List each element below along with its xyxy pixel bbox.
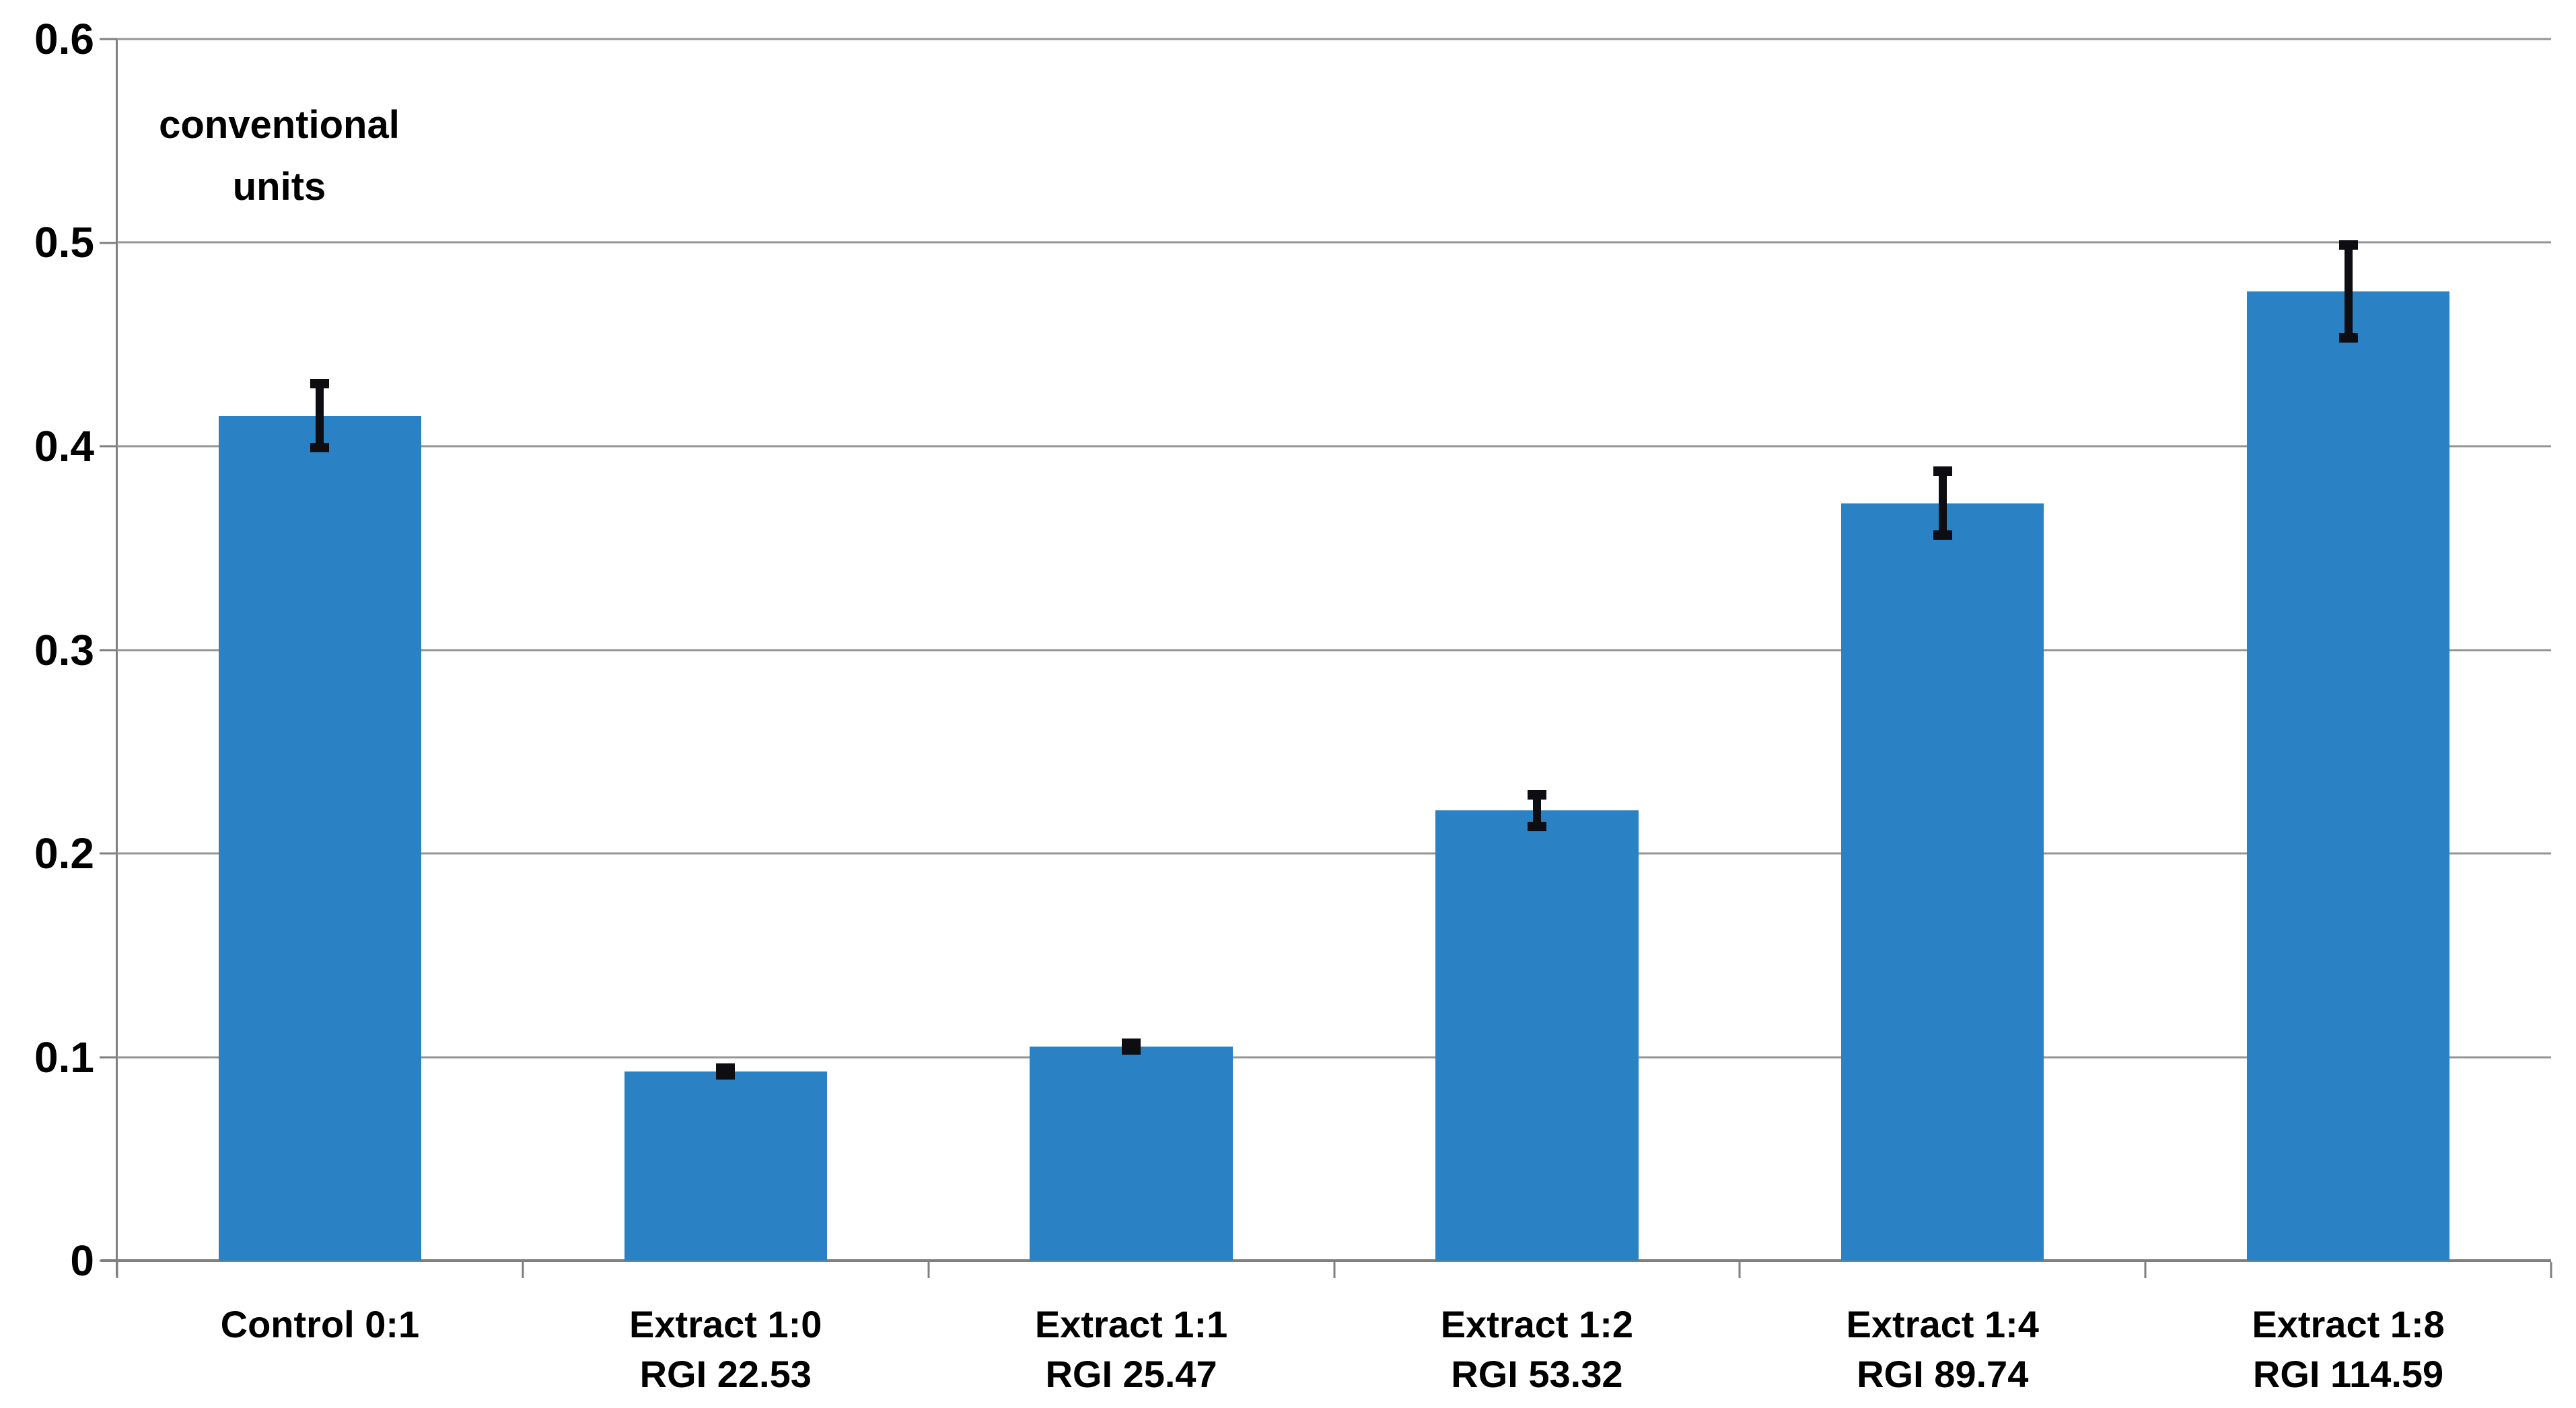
error-bar-stem — [2344, 240, 2353, 343]
category-label-line1: Control 0:1 — [220, 1303, 420, 1345]
axis-units-label-line2: units — [232, 165, 326, 209]
error-bar — [310, 379, 330, 453]
error-bar — [1122, 1039, 1141, 1055]
error-bar-stem — [1532, 790, 1541, 831]
y-tick-label: 0.6 — [34, 15, 94, 63]
y-tick-label: 0.4 — [34, 421, 94, 470]
plot-area — [117, 38, 2551, 1261]
bar — [2246, 291, 2450, 1261]
category-label: Extract 1:1 RGI 25.47 — [929, 1300, 1334, 1399]
gridline — [117, 852, 2551, 855]
y-tick-label: 0 — [70, 1236, 94, 1285]
x-tick-mark — [927, 1262, 930, 1278]
x-tick-mark — [2550, 1262, 2552, 1278]
error-bar-cap-bottom — [716, 1069, 736, 1080]
x-tick-mark — [1738, 1262, 1741, 1278]
axis-units-label: conventional units — [135, 94, 424, 218]
category-label: Extract 1:0 RGI 22.53 — [523, 1300, 929, 1399]
gridline — [117, 38, 2551, 40]
bar — [1435, 810, 1639, 1261]
error-bar — [2338, 240, 2358, 343]
y-tick-label: 0.2 — [34, 829, 94, 878]
y-axis-line — [116, 39, 118, 1276]
category-label-line2: RGI 114.59 — [2252, 1353, 2444, 1395]
category-label-line2: RGI 22.53 — [639, 1353, 812, 1395]
y-tick-mark — [100, 38, 117, 40]
x-tick-mark — [116, 1262, 118, 1278]
category-label-line1: Extract 1:4 — [1846, 1303, 2039, 1345]
axis-units-label-line1: conventional — [159, 103, 400, 147]
category-label: Extract 1:4 RGI 89.74 — [1740, 1300, 2145, 1399]
category-label-line1: Extract 1:1 — [1034, 1303, 1228, 1345]
gridline — [117, 241, 2551, 244]
error-bar-cap-top — [2338, 240, 2358, 250]
gridline — [117, 1056, 2551, 1058]
bar — [218, 415, 422, 1261]
category-label: Extract 1:2 RGI 53.32 — [1334, 1300, 1740, 1399]
error-bar-cap-top — [1933, 466, 1952, 477]
x-tick-mark — [1333, 1262, 1335, 1278]
error-bar — [1933, 466, 1952, 540]
y-tick-mark — [100, 445, 117, 448]
category-label: Control 0:1 — [117, 1300, 523, 1399]
error-bar-cap-top — [1527, 790, 1546, 800]
bar-slot — [929, 39, 1334, 1261]
category-label-line2: RGI 25.47 — [1045, 1353, 1217, 1395]
bar-slot — [523, 39, 929, 1261]
y-tick-mark — [100, 649, 117, 651]
y-axis-tick-labels: 0 0.1 0.2 0.3 0.4 0.5 0.6 — [0, 17, 94, 1282]
bar-slot — [1740, 39, 2145, 1261]
x-tick-mark — [522, 1262, 524, 1278]
error-bar — [716, 1063, 736, 1080]
gridline — [117, 649, 2551, 651]
category-label-line1: Extract 1:2 — [1440, 1303, 1634, 1345]
bar-slot — [1334, 39, 1740, 1261]
error-bar-cap-bottom — [310, 443, 330, 453]
error-bar-stem — [316, 379, 324, 453]
category-label-line2: RGI 89.74 — [1857, 1353, 2029, 1395]
error-bar-cap-bottom — [2338, 332, 2358, 343]
y-tick-label: 0.5 — [34, 218, 94, 267]
bar-slot — [117, 39, 523, 1261]
error-bar-stem — [1938, 466, 1947, 540]
y-tick-mark — [100, 1259, 117, 1262]
category-labels: Control 0:1 Extract 1:0 RGI 22.53 Extract 1… — [117, 1300, 2551, 1399]
gridline — [117, 445, 2551, 448]
category-label: Extract 1:8 RGI 114.59 — [2145, 1300, 2551, 1399]
error-bar-cap-bottom — [1527, 821, 1546, 831]
error-bar — [1527, 790, 1546, 831]
y-tick-label: 0.1 — [34, 1032, 94, 1082]
x-tick-mark — [2144, 1262, 2147, 1278]
bar — [1841, 503, 2044, 1261]
bar — [624, 1071, 827, 1261]
y-tick-mark — [100, 1056, 117, 1058]
category-label-line2: RGI 53.32 — [1451, 1353, 1623, 1395]
error-bar-cap-bottom — [1122, 1045, 1141, 1055]
y-tick-mark — [100, 852, 117, 855]
bar — [1030, 1047, 1233, 1261]
y-tick-label: 0.3 — [34, 625, 94, 674]
category-label-line1: Extract 1:8 — [2252, 1303, 2445, 1345]
x-axis-line — [101, 1259, 2551, 1262]
error-bar-cap-bottom — [1933, 530, 1952, 540]
error-bar-cap-top — [310, 379, 330, 389]
category-label-line1: Extract 1:0 — [629, 1303, 822, 1345]
y-tick-mark — [100, 242, 117, 244]
bar-slot — [2145, 39, 2551, 1261]
bar-slots — [117, 39, 2551, 1261]
